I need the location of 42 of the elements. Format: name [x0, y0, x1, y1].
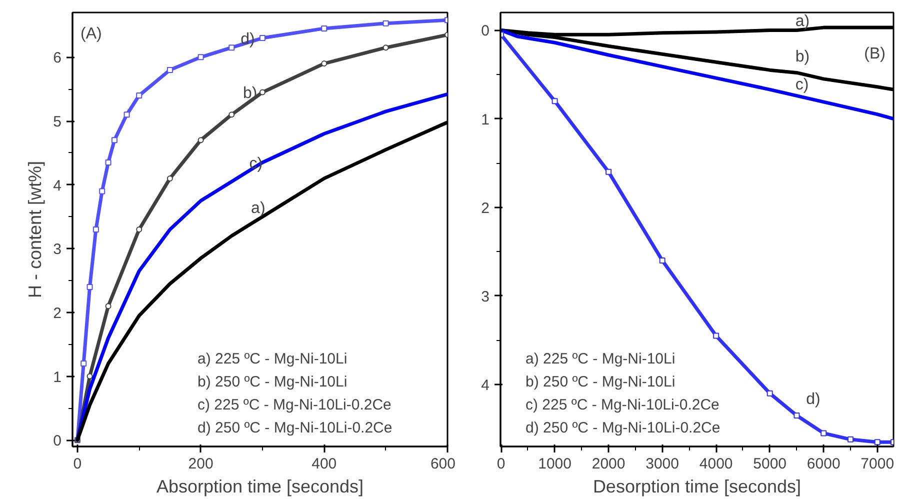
annotation: c) [795, 76, 809, 94]
y-tick-label: 3 [53, 241, 62, 258]
x-tick-label: 200 [188, 456, 214, 472]
annotation: a) [251, 200, 266, 217]
x-tick-label: 0 [73, 456, 82, 472]
x-tick-label: 2000 [592, 456, 626, 472]
y-tick-label: 2 [481, 200, 490, 217]
x-tick-label: 400 [312, 456, 337, 472]
x-axis-title: Desorption time [seconds] [592, 476, 802, 496]
y-tick-label: 6 [53, 50, 62, 67]
x-tick-label: 5000 [753, 456, 787, 472]
y-tick-label: 3 [481, 288, 490, 306]
y-tick-label: 4 [53, 177, 62, 194]
x-tick-label: 1000 [538, 456, 572, 472]
y-tick-label: 0 [53, 432, 62, 450]
annotation: (A) [80, 26, 102, 42]
x-tick-label: 4000 [699, 456, 733, 472]
annotation: c) 225 ºC - Mg-Ni-10Li-0.2Ce [198, 396, 392, 414]
annotation: a) [795, 12, 810, 30]
x-tick-label: 3000 [646, 456, 680, 472]
annotation: (B) [864, 46, 886, 62]
x-tick-label: 0 [496, 456, 506, 472]
y-tick-label: 4 [481, 377, 490, 394]
annotation: a) 225 ºC - Mg-Ni-10Li [198, 350, 348, 368]
y-tick-label: 2 [53, 304, 62, 322]
annotation: b) 250 ºC - Mg-Ni-10Li [198, 374, 348, 390]
x-tick-label: 6000 [806, 456, 840, 472]
x-tick-label: 7000 [860, 456, 894, 472]
annotation: a) 225 ºC - Mg-Ni-10Li [526, 350, 676, 368]
y-tick-label: 1 [53, 368, 62, 386]
y-tick-label: 1 [481, 111, 490, 128]
annotation: d) 250 ºC - Mg-Ni-10Li-0.2Ce [198, 420, 392, 436]
annotation: b) [795, 48, 810, 66]
annotation: d) [806, 391, 820, 408]
annotation: b) 250 ºC - Mg-Ni-10Li [526, 374, 676, 390]
x-axis-title: Absorption time [seconds] [156, 476, 364, 496]
annotation: c) 225 ºC - Mg-Ni-10Li-0.2Ce [526, 396, 720, 414]
annotation: d) 250 ºC - Mg-Ni-10Li-0.2Ce [526, 420, 720, 436]
y-tick-label: 0 [481, 22, 490, 40]
x-tick-label: 600 [430, 456, 456, 472]
y-tick-label: 5 [53, 114, 62, 130]
y-axis-title: H - content [wt%] [25, 160, 46, 298]
